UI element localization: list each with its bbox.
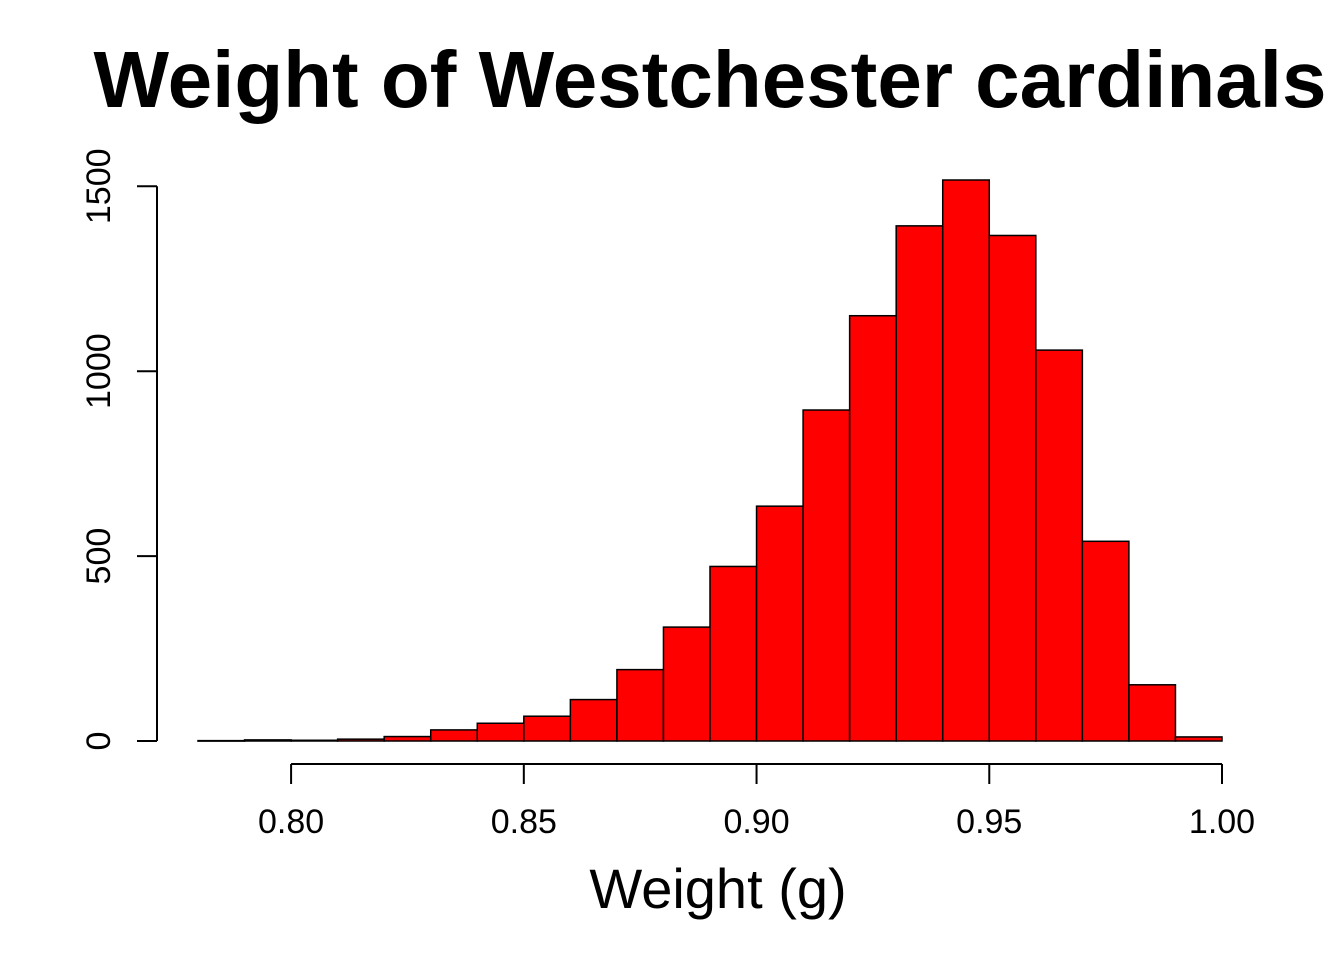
x-axis: 0.80 0.85 0.90 0.95 1.00 [258,763,1255,841]
x-tick-label: 0.85 [491,803,557,841]
histogram-bar [848,314,897,742]
x-tick-label: 0.95 [956,803,1022,841]
histogram-bar [755,505,804,742]
histogram-bar [1081,540,1130,742]
y-tick-label: 0 [80,732,118,751]
histogram-bar [1174,736,1223,742]
histogram-bar [569,698,618,742]
histogram-bar [941,179,991,742]
x-tick-label: 0.80 [258,803,324,841]
y-tick-label: 1500 [80,148,118,224]
histogram-bar [709,565,758,742]
x-axis-label: Weight (g) [589,857,846,920]
histogram-bar [429,729,479,742]
histogram-bar [895,225,944,742]
histogram-bar [616,668,665,742]
histogram-bar [383,735,432,742]
histogram-bar [1128,684,1177,742]
histogram-bar [476,722,525,742]
histogram-bars [197,179,1223,742]
histogram-bar [802,409,851,742]
histogram-bar [290,739,339,742]
histogram-bar [197,739,246,742]
y-tick-label: 1000 [80,333,118,409]
chart-title: Weight of Westchester cardinals [94,35,1327,124]
histogram-bar [1035,349,1084,742]
histogram-bar [336,738,385,742]
x-tick-label: 1.00 [1189,803,1255,841]
histogram-bar [243,739,292,742]
histogram-bar [662,626,711,742]
histogram-bar [523,715,572,742]
y-tick-label: 500 [80,528,118,585]
y-axis: 0 500 1000 1500 [80,148,158,751]
x-tick-label: 0.90 [723,803,789,841]
histogram-bar [988,234,1037,742]
